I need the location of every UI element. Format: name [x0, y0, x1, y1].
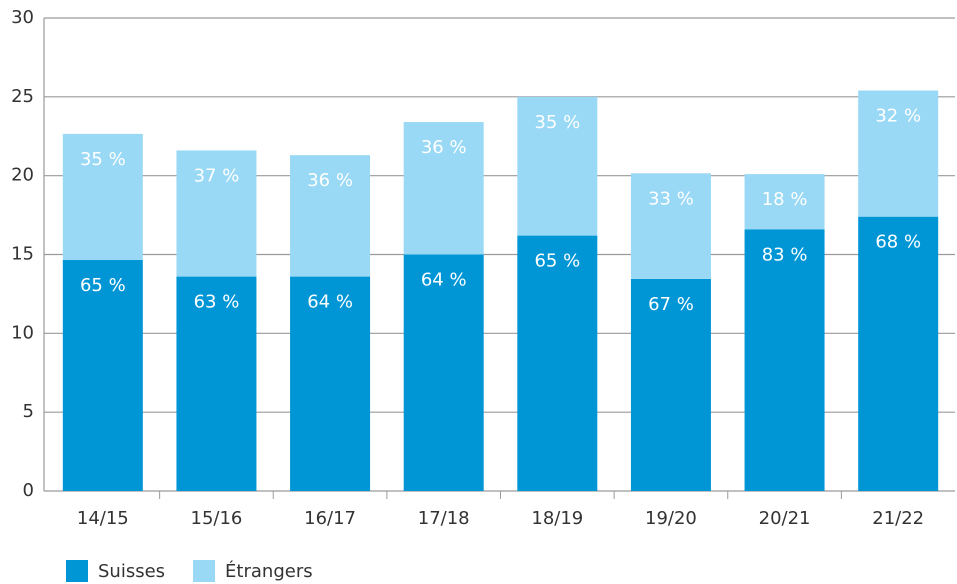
- share-label: 65 %: [80, 275, 126, 296]
- legend-label: Suisses: [98, 561, 165, 582]
- share-label: 64 %: [421, 270, 467, 291]
- share-label: 83 %: [762, 244, 808, 265]
- share-label: 36 %: [421, 137, 467, 158]
- bar-segment: [176, 276, 257, 491]
- bar-segment: [744, 174, 825, 230]
- bar-segment: [290, 276, 371, 491]
- bar-segment: [62, 133, 143, 261]
- x-tick-label: 20/21: [759, 508, 811, 529]
- x-tick-label: 14/15: [77, 508, 129, 529]
- bar-segment: [403, 122, 484, 255]
- y-tick-label: 10: [11, 322, 34, 343]
- share-label: 64 %: [307, 292, 353, 313]
- x-tick-label: 15/16: [191, 508, 243, 529]
- share-label: 35 %: [80, 149, 126, 170]
- x-tick-label: 17/18: [418, 508, 470, 529]
- share-label: 67 %: [648, 294, 694, 315]
- bar-segment: [630, 278, 711, 491]
- share-label: 68 %: [875, 232, 921, 253]
- share-label: 32 %: [875, 106, 921, 127]
- bar-segment: [744, 229, 825, 492]
- legend-swatch: [193, 560, 216, 582]
- x-tick-label: 21/22: [872, 508, 924, 529]
- share-label: 18 %: [762, 189, 808, 210]
- x-tick-label: 18/19: [531, 508, 583, 529]
- bar-segment: [290, 155, 371, 277]
- y-tick-label: 15: [11, 244, 34, 265]
- x-tick-label: 19/20: [645, 508, 697, 529]
- legend-swatch: [66, 560, 88, 582]
- share-label: 65 %: [534, 251, 580, 272]
- bar-segment: [858, 90, 939, 217]
- bar-segment: [176, 150, 257, 277]
- y-tick-label: 30: [11, 7, 34, 28]
- y-tick-label: 20: [11, 165, 34, 186]
- share-label: 35 %: [534, 112, 580, 133]
- bar-segment: [62, 260, 143, 491]
- bar-segment: [630, 173, 711, 279]
- bar-segment: [403, 254, 484, 491]
- y-tick-label: 5: [23, 401, 34, 422]
- bar-segment: [858, 216, 939, 491]
- legend-label: Étrangers: [225, 560, 313, 582]
- x-tick-label: 16/17: [304, 508, 356, 529]
- share-label: 37 %: [194, 165, 240, 186]
- bar-segment: [517, 96, 598, 236]
- share-label: 63 %: [194, 292, 240, 313]
- y-tick-label: 25: [11, 86, 34, 107]
- share-label: 33 %: [648, 188, 694, 209]
- bar-segment: [517, 235, 598, 491]
- y-tick-label: 0: [23, 480, 34, 501]
- share-label: 36 %: [307, 170, 353, 191]
